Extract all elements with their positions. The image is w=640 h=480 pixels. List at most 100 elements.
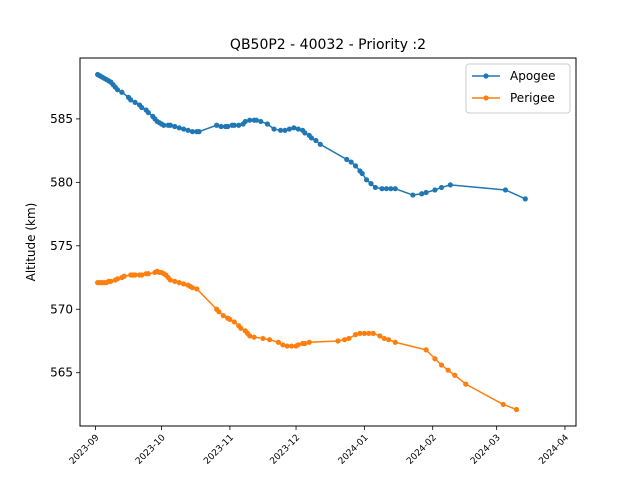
apogee-point [317, 141, 323, 147]
apogee-point [379, 186, 385, 192]
apogee-point [352, 163, 359, 169]
perigee-point [361, 330, 367, 336]
apogee-point [181, 126, 187, 132]
perigee-point [280, 342, 286, 348]
y-tick-label: 565 [50, 366, 73, 380]
apogee-point [291, 125, 297, 131]
apogee-point [218, 123, 224, 130]
perigee-point [247, 333, 253, 339]
perigee-point [145, 271, 151, 277]
apogee-point [313, 137, 319, 144]
apogee-point [359, 170, 365, 177]
perigee-point [189, 285, 196, 291]
apogee-point [176, 125, 182, 131]
apogee-point [432, 187, 438, 193]
apogee-point [196, 129, 202, 135]
apogee-point [348, 159, 354, 165]
apogee-point [242, 118, 248, 125]
apogee-point [258, 118, 264, 125]
perigee-point [335, 338, 341, 344]
perigee-point [108, 278, 114, 284]
perigee-point [370, 330, 376, 336]
perigee-point [463, 381, 469, 387]
apogee-point [363, 177, 370, 183]
perigee-point [366, 330, 372, 336]
perigee-point [341, 337, 348, 343]
perigee-point [181, 281, 187, 287]
apogee-point [308, 135, 315, 141]
y-tick-label: 585 [50, 112, 73, 126]
apogee-point [522, 196, 528, 202]
perigee-point [346, 335, 352, 342]
perigee-point [386, 337, 392, 343]
apogee-point [185, 127, 191, 133]
perigee-point [352, 332, 359, 338]
perigee-point [238, 325, 244, 331]
y-axis: 565 570 575 580 585 [50, 112, 80, 380]
apogee-point [231, 122, 237, 128]
legend-apogee-label: Apogee [510, 69, 556, 83]
apogee-point [214, 122, 220, 128]
apogee-point [264, 121, 270, 127]
perigee-point [377, 333, 383, 339]
perigee-point [167, 277, 173, 283]
apogee-point [286, 126, 293, 132]
apogee-point [388, 186, 394, 192]
y-axis-label: Altitude (km) [24, 203, 38, 282]
perigee-point [121, 273, 127, 279]
legend-perigee-label: Perigee [510, 91, 555, 105]
apogee-point [132, 99, 138, 106]
perigee-point [500, 401, 506, 408]
perigee-point [295, 342, 301, 348]
perigee-point [306, 339, 312, 345]
y-tick-label: 580 [50, 175, 73, 189]
apogee-point [383, 186, 390, 192]
perigee-point [194, 286, 200, 292]
perigee-point [438, 362, 445, 368]
apogee-point [119, 89, 125, 95]
apogee-point [410, 192, 416, 198]
apogee-point [372, 184, 378, 191]
perigee-point [423, 347, 429, 353]
perigee-point [176, 280, 182, 286]
apogee-point [236, 122, 242, 128]
perigee-point [289, 343, 295, 349]
perigee-point [284, 343, 290, 349]
apogee-point [172, 123, 178, 130]
apogee-point [247, 117, 253, 123]
perigee-point [381, 335, 387, 342]
perigee-point [452, 372, 458, 378]
perigee-point [251, 334, 257, 340]
perigee-point [139, 272, 145, 278]
legend-perigee-marker [483, 95, 489, 101]
apogee-point [344, 156, 350, 163]
apogee-point [423, 189, 429, 196]
perigee-point [260, 335, 266, 342]
apogee-point [447, 182, 453, 188]
perigee-point [266, 337, 273, 343]
apogee-point [167, 122, 173, 128]
perigee-series [95, 268, 520, 413]
apogee-point [189, 129, 196, 135]
legend: Apogee Perigee [465, 63, 571, 114]
axes-frame [79, 57, 577, 427]
apogee-point [225, 123, 231, 130]
apogee-point [253, 117, 259, 123]
perigee-point [132, 272, 138, 278]
perigee-point [275, 339, 281, 345]
apogee-point [278, 127, 284, 133]
apogee-point [392, 186, 398, 192]
y-tick-label: 570 [50, 302, 73, 316]
perigee-point [432, 356, 438, 362]
apogee-point [302, 130, 308, 136]
apogee-series [95, 71, 528, 202]
apogee-point [368, 181, 374, 187]
y-tick-label: 575 [50, 239, 73, 253]
perigee-point [114, 276, 121, 282]
perigee-point [220, 313, 226, 319]
apogee-point [139, 104, 145, 111]
plot-area [95, 71, 528, 413]
perigee-point [392, 339, 398, 345]
apogee-point [161, 122, 167, 128]
perigee-point [302, 340, 308, 347]
